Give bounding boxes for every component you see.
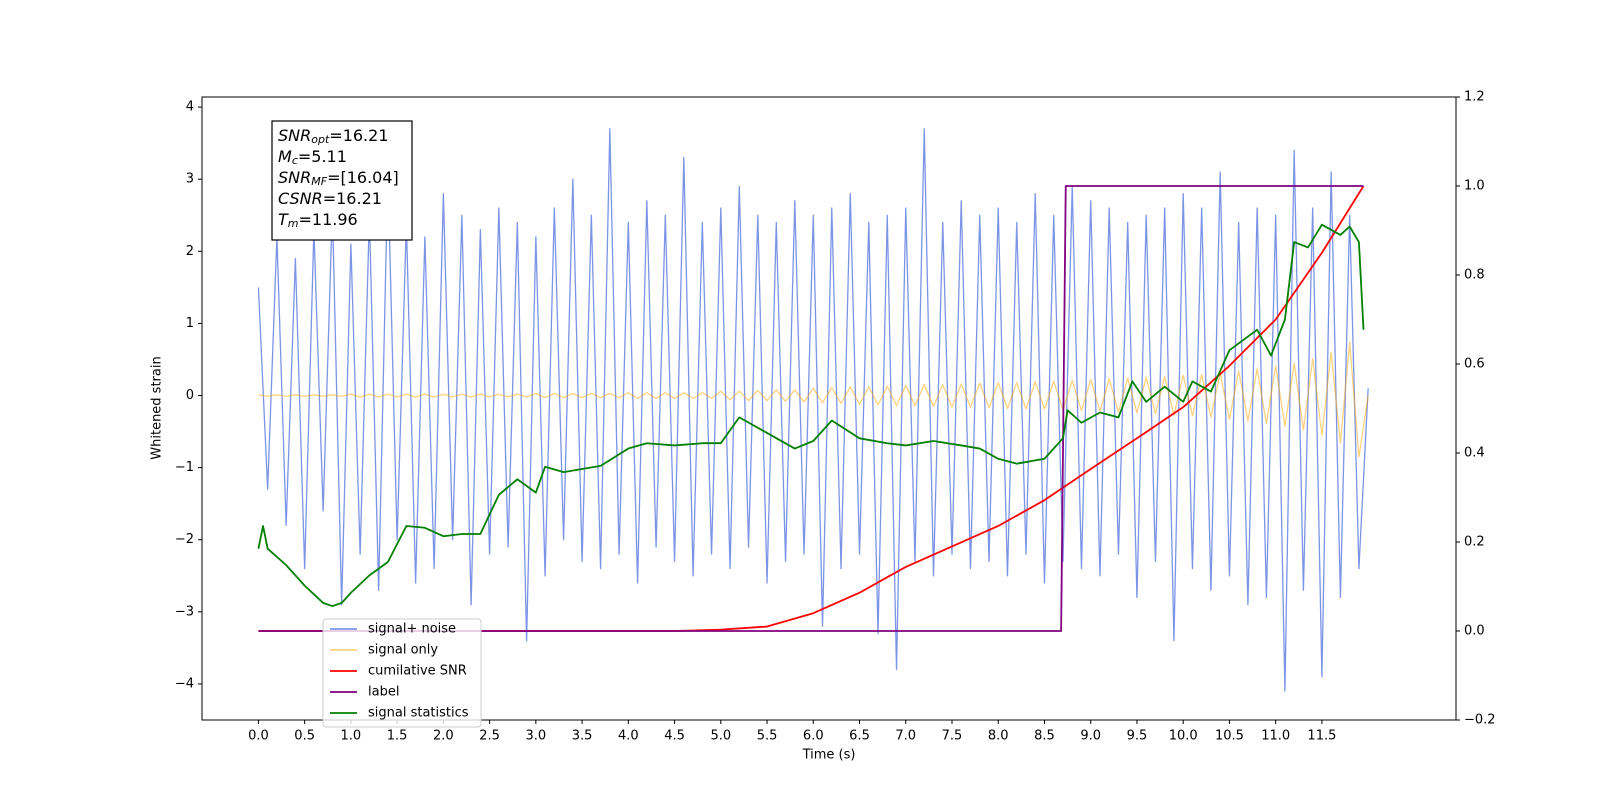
y-tick-label: −1 (175, 460, 194, 475)
annotation-main: SNR (278, 126, 311, 145)
y-tick-label: 4 (186, 100, 194, 115)
x-tick-label: 5.5 (757, 729, 778, 744)
x-tick-label: 10.5 (1215, 729, 1244, 744)
annotation-rest: =11.96 (299, 210, 358, 229)
x-tick-label: 9.0 (1080, 729, 1101, 744)
x-tick-label: 2.0 (433, 729, 454, 744)
series-line (257, 223, 1365, 607)
annotation-frame (271, 120, 413, 241)
axes-frame (201, 96, 1457, 721)
legend-frame (322, 618, 482, 728)
y2-tick-label: 0.8 (1464, 268, 1485, 283)
x-tick-label: 11.0 (1261, 729, 1290, 744)
x-tick-label: 10.0 (1169, 729, 1198, 744)
annotation: SNRMF=[16.04] (278, 168, 399, 189)
annotation-rest: =5.11 (298, 147, 347, 166)
y-tick-label: 0 (186, 388, 194, 403)
y-tick-label: 1 (186, 316, 194, 331)
annotation-main: CSNR (278, 189, 323, 208)
annotation: Mc=5.11 (278, 147, 347, 168)
plot-area (257, 128, 1369, 692)
series-line (258, 185, 1365, 632)
x-tick-label: 7.0 (895, 729, 916, 744)
x-axis-label: Time (s) (802, 748, 856, 763)
legend-label: signal+ noise (368, 622, 456, 637)
y-axis-label: Whitened strain (150, 356, 165, 459)
x-tick-label: 1.5 (387, 729, 408, 744)
legend-label: cumilative SNR (368, 664, 467, 679)
legend: signal+ noise signal only cumilative SNR la… (322, 618, 482, 728)
x-tick-label: 6.0 (803, 729, 824, 744)
x-tick-label: 4.0 (618, 729, 639, 744)
y-tick-label: 2 (186, 244, 194, 259)
x-tick-label: 3.5 (572, 729, 593, 744)
x-tick-label: 8.5 (1034, 729, 1055, 744)
y2-tick-label: −0.2 (1464, 713, 1496, 728)
annotation-main: SNR (278, 168, 311, 187)
y-tick-label: −2 (175, 532, 194, 547)
y2-tick-label: 0.0 (1464, 624, 1485, 639)
x-tick-label: 7.5 (942, 729, 963, 744)
x-tick-label: 8.0 (988, 729, 1009, 744)
x-tick-label: 4.5 (664, 729, 685, 744)
annotation: CSNR=16.21 (278, 189, 382, 208)
legend-label: signal statistics (368, 706, 469, 721)
y-tick-label: −4 (175, 676, 194, 691)
y2-tick-label: 0.2 (1464, 535, 1485, 550)
y2-tick-label: 1.2 (1464, 90, 1485, 105)
x-tick-label: 9.5 (1127, 729, 1148, 744)
y-tick-label: −3 (175, 604, 194, 619)
x-tick-label: 11.5 (1307, 729, 1336, 744)
annotation-box: SNRopt=16.21Mc=5.11SNRMF=[16.04]CSNR=16.… (271, 120, 413, 241)
x-tick-label: 6.5 (849, 729, 870, 744)
legend-label: signal only (368, 643, 438, 658)
legend-label: label (368, 685, 399, 700)
x-tick-label: 0.0 (248, 729, 269, 744)
annotation-sub: m (288, 217, 299, 230)
annotation-rest: =16.21 (329, 126, 388, 145)
x-tick-label: 2.5 (479, 729, 500, 744)
x-tick-label: 3.0 (526, 729, 547, 744)
y2-tick-label: 1.0 (1464, 179, 1485, 194)
annotation-rest: =[16.04] (327, 168, 399, 187)
series-line (258, 185, 1364, 632)
annotation: SNRopt=16.21 (278, 126, 389, 147)
annotation-main: M (278, 147, 292, 166)
annotation: Tm=11.96 (278, 210, 358, 231)
annotation-sub: c (292, 154, 298, 167)
y-tick-label: 3 (186, 172, 194, 187)
y2-tick-label: 0.6 (1464, 357, 1485, 372)
series-line (258, 341, 1369, 458)
series-line (257, 128, 1369, 692)
annotation-main: T (278, 210, 289, 229)
annotation-sub: opt (311, 133, 330, 146)
x-tick-label: 0.5 (294, 729, 315, 744)
annotation-sub: MF (311, 175, 327, 188)
y2-tick-label: 0.4 (1464, 446, 1485, 461)
x-tick-label: 1.0 (341, 729, 362, 744)
x-tick-label: 5.0 (710, 729, 731, 744)
annotation-rest: =16.21 (323, 189, 382, 208)
